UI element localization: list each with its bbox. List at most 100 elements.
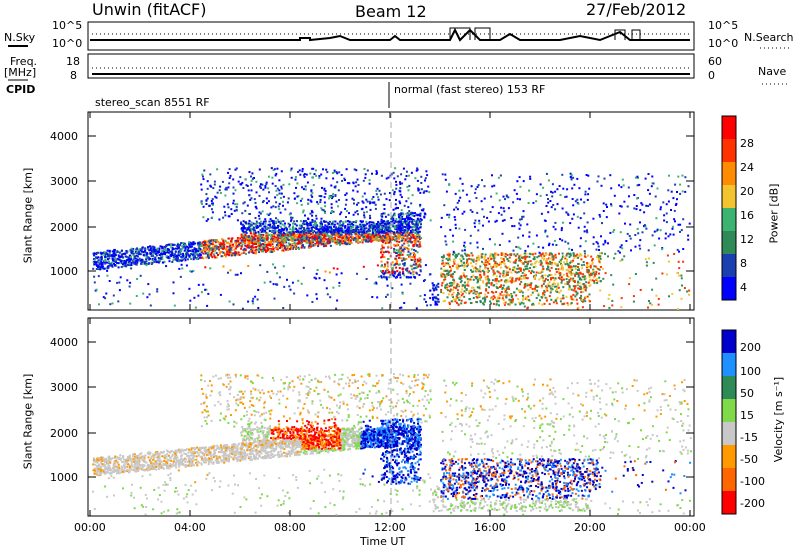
data-cell (431, 282, 434, 285)
data-cell (408, 270, 411, 273)
data-cell (262, 188, 265, 191)
data-cell (259, 246, 261, 249)
data-cell (414, 235, 417, 238)
data-cell (286, 232, 289, 235)
data-cell (99, 258, 102, 261)
data-cell (504, 255, 507, 258)
data-cell (130, 261, 133, 264)
data-cell (523, 256, 526, 259)
data-cell (548, 303, 551, 306)
data-cell (502, 275, 505, 278)
data-cell (229, 244, 232, 247)
data-cell (534, 286, 537, 288)
data-cell (351, 229, 354, 232)
data-cell (474, 266, 477, 269)
data-cell (153, 258, 156, 261)
data-cell (372, 224, 375, 227)
data-cell (486, 260, 489, 263)
data-cell (272, 245, 274, 248)
data-cell (247, 189, 250, 192)
data-cell (609, 231, 612, 234)
data-cell (336, 238, 339, 241)
data-cell (170, 255, 173, 258)
freq-tick-high: 18 (66, 55, 80, 68)
data-cell (434, 300, 437, 303)
data-cell (366, 169, 369, 172)
data-cell (234, 240, 237, 243)
data-cell (618, 184, 620, 187)
data-cell (221, 243, 224, 246)
data-cell (409, 272, 412, 275)
data-cell (262, 220, 265, 223)
data-cell (384, 215, 387, 218)
data-cell (275, 247, 278, 250)
data-cell (544, 285, 547, 288)
data-cell (561, 297, 564, 300)
data-cell (310, 194, 313, 197)
data-cell (577, 266, 579, 268)
data-cell (248, 219, 251, 222)
data-cell (448, 301, 451, 304)
data-cell (418, 234, 421, 237)
data-cell (232, 254, 235, 257)
data-cell (405, 175, 408, 177)
data-cell (561, 252, 564, 255)
data-cell (318, 175, 321, 177)
data-cell (353, 231, 356, 234)
data-cell (312, 220, 315, 223)
data-cell (354, 211, 357, 214)
data-cell (311, 195, 314, 198)
data-cell (343, 177, 346, 180)
data-cell (497, 271, 500, 274)
data-cell (230, 208, 233, 211)
data-cell (266, 233, 269, 235)
data-cell (480, 276, 482, 279)
data-cell (568, 284, 571, 287)
data-cell (293, 220, 296, 223)
data-cell (108, 250, 111, 253)
data-cell (375, 189, 378, 192)
data-cell (384, 242, 387, 245)
data-cell (568, 281, 571, 284)
data-cell (494, 252, 497, 255)
data-cell (202, 249, 205, 252)
data-cell (295, 228, 298, 230)
data-cell (554, 253, 557, 256)
data-cell (169, 253, 172, 256)
data-cell (199, 248, 202, 251)
data-cell (308, 241, 311, 244)
data-cell (576, 268, 579, 271)
data-cell (560, 265, 563, 268)
data-cell (435, 295, 438, 298)
data-cell (531, 270, 534, 273)
data-cell (352, 223, 355, 226)
data-cell (138, 248, 141, 251)
data-cell (489, 253, 492, 256)
data-cell (195, 252, 198, 255)
data-cell (490, 297, 493, 300)
data-cell (311, 219, 314, 221)
data-cell (163, 250, 166, 253)
data-cell (329, 237, 331, 240)
data-cell (518, 222, 521, 225)
data-cell (266, 236, 269, 239)
data-cell (459, 281, 462, 284)
data-cell (499, 266, 502, 269)
data-cell (496, 270, 499, 273)
data-cell (308, 246, 311, 249)
data-cell (362, 225, 365, 228)
data-cell (301, 243, 304, 246)
data-cell (506, 280, 509, 283)
data-cell (599, 266, 602, 268)
data-cell (297, 236, 300, 239)
data-cell (249, 229, 251, 232)
data-cell (341, 179, 344, 182)
data-cell (94, 258, 97, 261)
data-cell (407, 189, 410, 192)
data-cell (404, 238, 407, 241)
data-cell (396, 262, 399, 265)
data-cell (682, 218, 685, 221)
data-cell (369, 240, 372, 243)
data-cell (370, 234, 373, 236)
data-cell (443, 273, 446, 276)
